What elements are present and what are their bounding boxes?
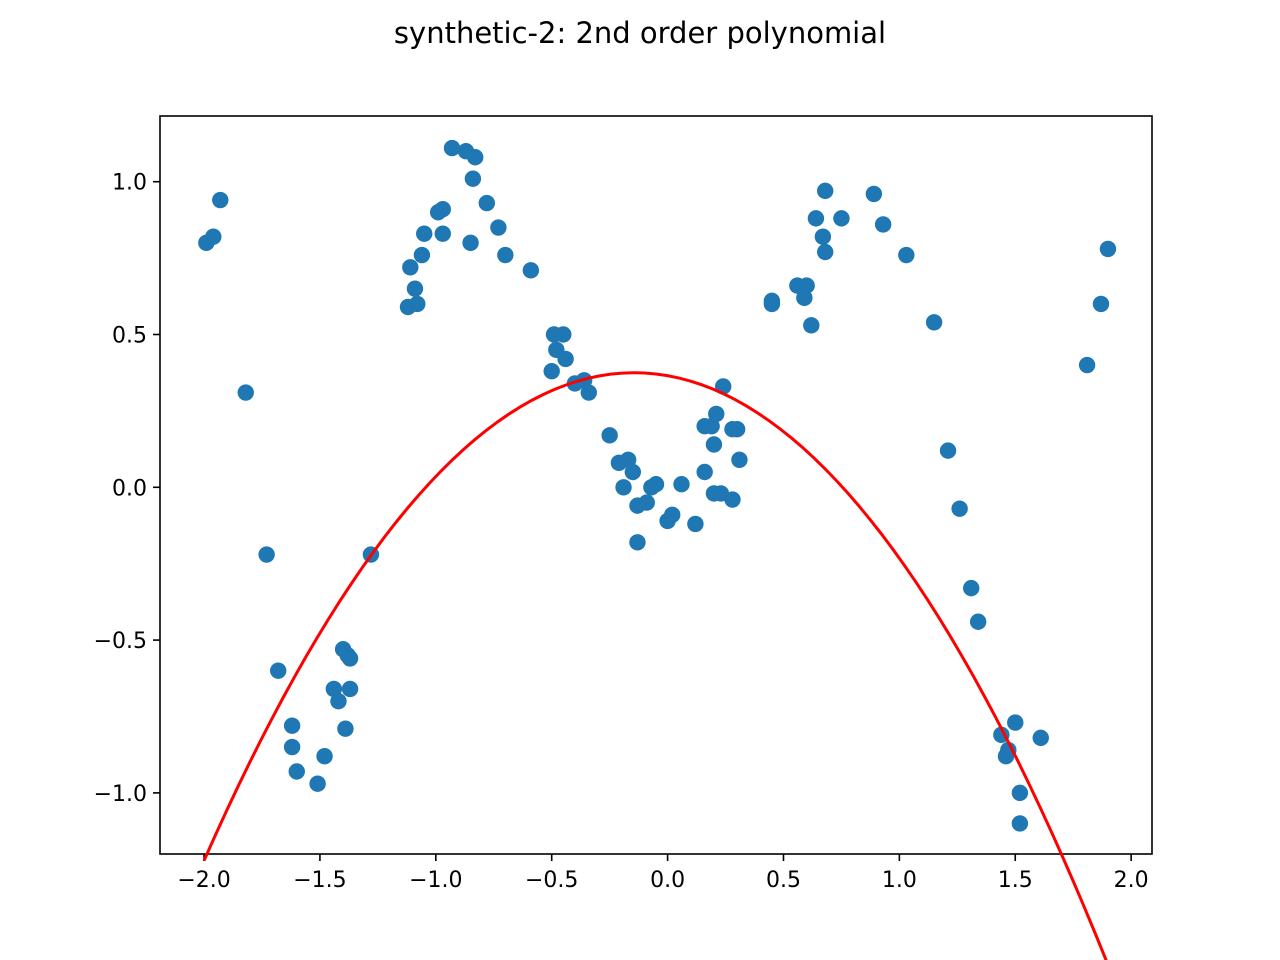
scatter-point xyxy=(288,763,305,780)
scatter-point xyxy=(416,225,433,242)
scatter-point xyxy=(696,463,713,481)
scatter-point xyxy=(413,246,431,264)
chart-title: synthetic-2: 2nd order polynomial xyxy=(394,16,886,50)
x-axis: −2.0 −1.5 −1.0 −0.5 0.0 0.5 1.0 1.5 2.0 xyxy=(177,854,1149,893)
y-tick-label: 0.0 xyxy=(112,476,147,501)
scatter-point xyxy=(316,748,333,765)
scatter-point xyxy=(1011,815,1029,832)
scatter-point xyxy=(258,546,275,563)
scatter-point xyxy=(708,405,725,423)
scatter-point xyxy=(925,314,943,331)
scatter-point xyxy=(951,500,968,517)
scatter-point xyxy=(341,650,359,667)
scatter-point xyxy=(939,442,957,459)
scatter-point xyxy=(270,662,287,679)
scatter-point xyxy=(462,234,479,252)
scatter-point xyxy=(212,191,229,209)
scatter-point xyxy=(1099,240,1117,258)
scatter-point xyxy=(969,613,987,630)
scatter-point xyxy=(615,479,632,496)
scatter-point xyxy=(555,326,572,343)
y-tick-label: 1.0 xyxy=(112,171,147,196)
scatter-point xyxy=(647,476,665,493)
scatter-point xyxy=(803,317,820,334)
scatter-point xyxy=(1011,784,1029,802)
scatter-point xyxy=(673,476,690,493)
scatter-point xyxy=(963,579,980,597)
scatter-point xyxy=(478,194,496,212)
x-tick-label: −1.0 xyxy=(409,868,462,893)
plot-frame xyxy=(159,115,1153,855)
scatter-point xyxy=(330,693,347,710)
scatter-point xyxy=(341,680,359,698)
scatter-point xyxy=(898,246,915,264)
scatter-point xyxy=(816,243,834,261)
series-layer xyxy=(198,139,1117,960)
scatter-point xyxy=(409,295,426,313)
scatter-point xyxy=(557,350,574,368)
y-axis: −1.0 −0.5 0.0 0.5 1.0 xyxy=(94,171,160,807)
x-tick-label: −2.0 xyxy=(177,868,230,893)
scatter-point xyxy=(434,225,451,242)
scatter-point xyxy=(833,210,850,227)
scatter-point xyxy=(543,362,560,380)
scatter-point xyxy=(629,534,646,551)
scatter-point xyxy=(728,421,746,438)
scatter-point xyxy=(816,182,834,200)
scatter-point xyxy=(624,463,642,481)
scatter-point xyxy=(490,219,507,236)
scatter-point xyxy=(467,149,484,166)
scatter-point xyxy=(807,210,825,227)
y-tick-label: 0.5 xyxy=(112,323,147,348)
scatter-point xyxy=(814,228,832,245)
scatter-point xyxy=(874,216,892,233)
x-tick-label: 2.0 xyxy=(1114,868,1149,893)
scatter-point xyxy=(522,262,540,279)
scatter-point xyxy=(283,738,301,756)
scatter-point xyxy=(497,246,514,264)
scatter-point xyxy=(283,717,301,734)
scatter-point xyxy=(1092,295,1110,313)
scatter-point xyxy=(464,170,482,187)
scatter-point xyxy=(237,384,254,401)
y-tick-label: −1.0 xyxy=(94,782,147,807)
scatter-point xyxy=(434,201,451,218)
scatter-point xyxy=(798,277,815,294)
scatter-point xyxy=(309,775,326,792)
scatter-point xyxy=(705,436,723,453)
scatter-point xyxy=(796,289,813,307)
x-tick-label: 1.0 xyxy=(882,868,917,893)
scatter-point xyxy=(763,295,781,313)
x-tick-label: 0.0 xyxy=(650,868,685,893)
scatter-point xyxy=(1078,356,1096,374)
scatter-point xyxy=(731,451,748,468)
scatter-point xyxy=(580,384,597,401)
scatter-point xyxy=(402,259,419,276)
scatter-point xyxy=(1032,729,1049,747)
scatter-point xyxy=(865,185,883,203)
scatter-point xyxy=(601,427,618,444)
scatter-point xyxy=(687,515,704,533)
scatter-point xyxy=(638,494,655,511)
x-tick-label: −1.5 xyxy=(293,868,346,893)
x-tick-label: 0.5 xyxy=(766,868,801,893)
scatter-point xyxy=(724,491,741,508)
scatter-point xyxy=(406,280,424,297)
scatter-point xyxy=(205,228,222,245)
x-tick-label: −0.5 xyxy=(525,868,578,893)
scatter-point xyxy=(337,720,354,737)
scatter-point xyxy=(1007,714,1024,731)
scatter-point xyxy=(1000,741,1017,759)
fit-curve xyxy=(202,371,1108,960)
scatter-point xyxy=(443,139,461,157)
y-tick-label: −0.5 xyxy=(94,629,147,654)
x-tick-label: 1.5 xyxy=(998,868,1033,893)
scatter-point xyxy=(664,506,681,523)
